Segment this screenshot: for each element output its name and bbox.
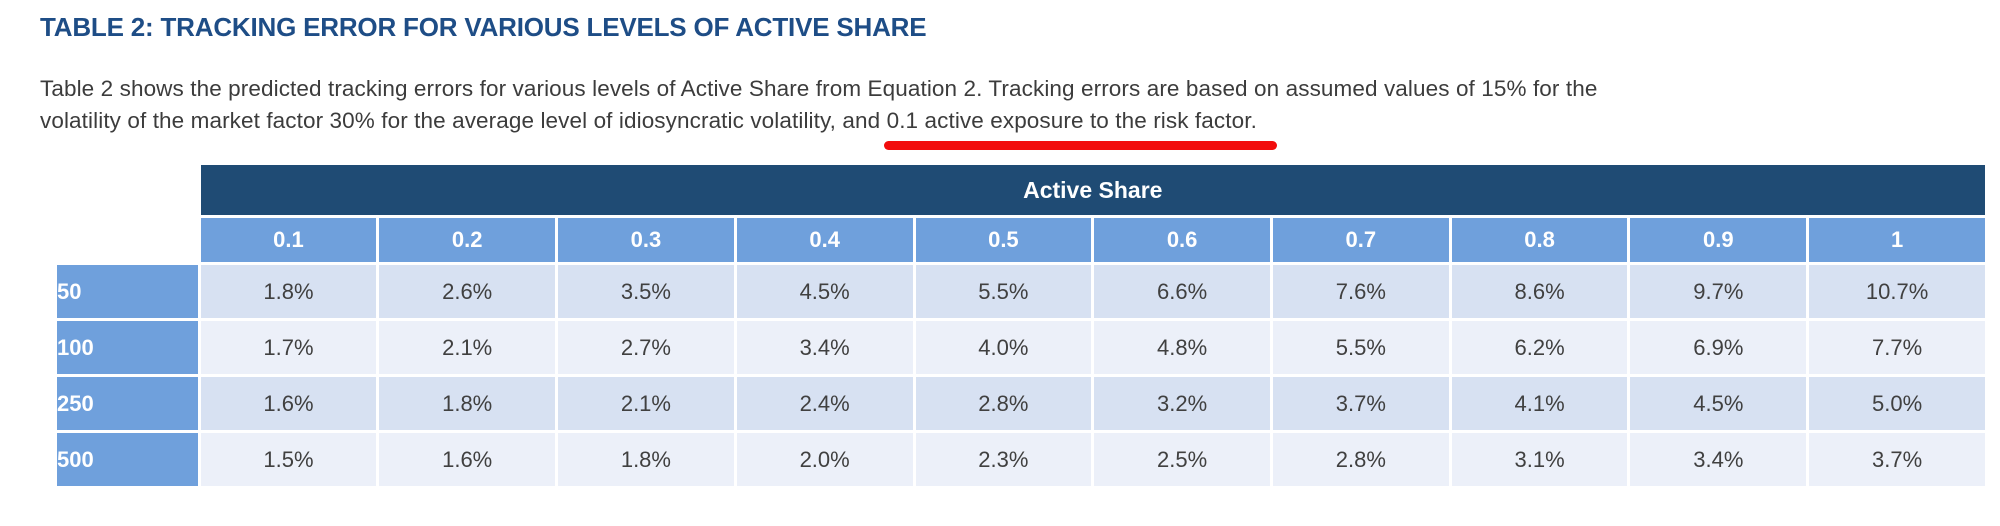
column-header-row: 0.1 0.2 0.3 0.4 0.5 0.6 0.7 0.8 0.9 1 — [57, 218, 1985, 262]
table-cell: 1.7% — [200, 321, 377, 374]
caption-line-2-text: volatility of the market factor 30% for … — [40, 108, 887, 133]
table-cell: 4.0% — [915, 321, 1092, 374]
corner-spacer — [57, 165, 198, 215]
table-cell: 3.5% — [558, 265, 734, 318]
table-cell: 9.7% — [1630, 265, 1807, 318]
table-cell: 2.1% — [558, 377, 734, 430]
table-cell: 2.5% — [1094, 433, 1270, 486]
column-header-0.5: 0.5 — [915, 218, 1092, 262]
table-cell: 2.8% — [1272, 433, 1449, 486]
table-row-100: 100 1.7% 2.1% 2.7% 3.4% 4.0% 4.8% 5.5% 6… — [57, 321, 1985, 374]
table-cell: 2.1% — [379, 321, 556, 374]
table-row-50: 50 1.8% 2.6% 3.5% 4.5% 5.5% 6.6% 7.6% 8.… — [57, 265, 1985, 318]
table-cell: 2.8% — [915, 377, 1092, 430]
table-cell: 7.6% — [1272, 265, 1449, 318]
tracking-error-table: Active Share 0.1 0.2 0.3 0.4 0.5 0.6 0.7… — [54, 162, 1988, 489]
table-cell: 2.0% — [736, 433, 913, 486]
table-cell: 5.5% — [915, 265, 1092, 318]
corner-spacer — [57, 218, 198, 262]
table-cell: 2.6% — [379, 265, 556, 318]
table-cell: 3.2% — [1094, 377, 1270, 430]
column-header-0.8: 0.8 — [1451, 218, 1628, 262]
column-header-0.1: 0.1 — [200, 218, 377, 262]
underlined-phrase-text: 0.1 active exposure to the risk factor. — [886, 108, 1257, 133]
table-cell: 3.1% — [1451, 433, 1628, 486]
table-cell: 4.1% — [1451, 377, 1628, 430]
column-header-0.7: 0.7 — [1272, 218, 1449, 262]
table-cell: 3.7% — [1272, 377, 1449, 430]
group-header-row: Active Share — [57, 165, 1985, 215]
table-cell: 1.8% — [379, 377, 556, 430]
table-cell: 3.4% — [1630, 433, 1807, 486]
table-group-header: Active Share — [200, 165, 1985, 215]
row-header-250: 250 — [57, 377, 198, 430]
underlined-phrase: 0.1 active exposure to the risk factor. — [883, 105, 1277, 150]
table-cell: 10.7% — [1809, 265, 1985, 318]
table-cell: 1.5% — [200, 433, 377, 486]
caption-line-2: volatility of the market factor 30% for … — [40, 105, 1985, 150]
table-cell: 8.6% — [1451, 265, 1628, 318]
table-cell: 4.5% — [736, 265, 913, 318]
table-cell: 1.8% — [200, 265, 377, 318]
table-cell: 2.3% — [915, 433, 1092, 486]
table-cell: 6.9% — [1630, 321, 1807, 374]
column-header-0.6: 0.6 — [1094, 218, 1270, 262]
table-cell: 2.4% — [736, 377, 913, 430]
row-header-100: 100 — [57, 321, 198, 374]
red-underline-annotation — [883, 141, 1277, 150]
table-row-250: 250 1.6% 1.8% 2.1% 2.4% 2.8% 3.2% 3.7% 4… — [57, 377, 1985, 430]
table-cell: 2.7% — [558, 321, 734, 374]
table-cell: 6.2% — [1451, 321, 1628, 374]
column-header-1: 1 — [1809, 218, 1985, 262]
table-cell: 3.7% — [1809, 433, 1985, 486]
column-header-0.4: 0.4 — [736, 218, 913, 262]
column-header-0.2: 0.2 — [379, 218, 556, 262]
row-header-50: 50 — [57, 265, 198, 318]
table-caption: Table 2 shows the predicted tracking err… — [40, 73, 1985, 150]
table-cell: 6.6% — [1094, 265, 1270, 318]
table-cell: 4.5% — [1630, 377, 1807, 430]
table-cell: 4.8% — [1094, 321, 1270, 374]
table-cell: 1.8% — [558, 433, 734, 486]
table-cell: 1.6% — [200, 377, 377, 430]
table-cell: 5.5% — [1272, 321, 1449, 374]
table-cell: 5.0% — [1809, 377, 1985, 430]
row-header-500: 500 — [57, 433, 198, 486]
column-header-0.3: 0.3 — [558, 218, 734, 262]
table-row-500: 500 1.5% 1.6% 1.8% 2.0% 2.3% 2.5% 2.8% 3… — [57, 433, 1985, 486]
table-cell: 3.4% — [736, 321, 913, 374]
table-title: TABLE 2: TRACKING ERROR FOR VARIOUS LEVE… — [40, 12, 927, 42]
column-header-0.9: 0.9 — [1630, 218, 1807, 262]
table-cell: 1.6% — [379, 433, 556, 486]
table-cell: 7.7% — [1809, 321, 1985, 374]
caption-line-1: Table 2 shows the predicted tracking err… — [40, 76, 1598, 101]
